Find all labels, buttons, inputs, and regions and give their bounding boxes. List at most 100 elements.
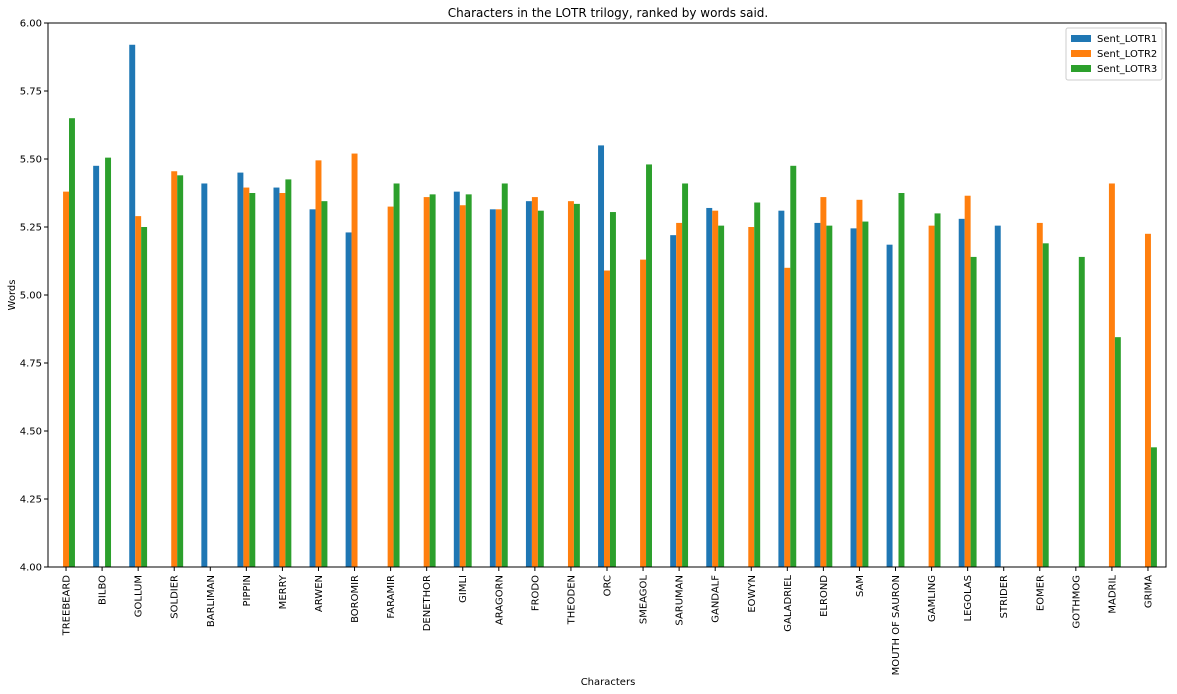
x-tick-label: ORC (603, 575, 614, 596)
bar-sent-lotr3-soldier (177, 175, 184, 567)
bar-sent-lotr3-mouth-of-sauron (898, 193, 905, 567)
bar-sent-lotr1-frodo (525, 201, 532, 567)
bar-sent-lotr1-galadriel (778, 210, 785, 567)
bar-sent-lotr2-eowyn (748, 227, 755, 567)
bar-sent-lotr2-eomer (1036, 222, 1043, 568)
bar-sent-lotr3-aragorn (501, 183, 508, 568)
bar-sent-lotr3-pippin (249, 193, 256, 567)
bar-sent-lotr2-gandalf (712, 210, 719, 567)
bar-sent-lotr3-arwen (321, 201, 328, 567)
bar-sent-lotr2-faramir (387, 206, 394, 567)
bar-sent-lotr2-madril (1108, 183, 1115, 568)
bar-sent-lotr3-gamling (934, 213, 941, 567)
bar-sent-lotr3-orc (609, 212, 616, 568)
legend-label: Sent_LOTR1 (1097, 34, 1157, 45)
bar-sent-lotr3-merry (285, 179, 292, 567)
bar-sent-lotr3-gollum (141, 227, 148, 567)
x-tick-label: GIMLI (458, 575, 469, 603)
bar-sent-lotr2-orc (604, 270, 610, 567)
x-tick-label: SOLDIER (170, 575, 181, 619)
y-tick-label: 4.50 (20, 427, 42, 438)
bars-layer (63, 44, 1157, 568)
bar-sent-lotr2-gamling (928, 225, 935, 567)
x-tick-label: MADRIL (1107, 575, 1118, 614)
y-tick-label: 5.75 (20, 87, 42, 98)
bar-sent-lotr2-treebeard (63, 191, 70, 567)
bar-sent-lotr3-sam (862, 221, 869, 567)
x-tick-label: SMEAGOL (639, 575, 650, 625)
bar-sent-lotr1-aragorn (489, 209, 496, 567)
x-tick-label: THEODEN (566, 575, 577, 625)
bar-sent-lotr3-smeagol (646, 164, 652, 567)
x-tick-label: TREEBEARD (62, 575, 73, 637)
bar-sent-lotr3-gimli (465, 194, 472, 568)
bar-sent-lotr2-frodo (531, 197, 538, 567)
bar-sent-lotr1-barliman (201, 183, 208, 568)
bar-sent-lotr1-saruman (670, 235, 677, 567)
x-tick-label: GOLLUM (134, 575, 145, 617)
x-tick-label: GAMLING (927, 575, 938, 622)
bar-sent-lotr1-arwen (309, 209, 316, 567)
bar-sent-lotr1-gimli (453, 191, 460, 567)
bar-sent-lotr3-galadriel (790, 165, 797, 568)
bar-sent-lotr3-faramir (393, 183, 400, 568)
bar-sent-lotr2-legolas (964, 195, 971, 567)
x-tick-label: EOWYN (747, 575, 758, 613)
bar-sent-lotr3-saruman (682, 183, 689, 568)
axes-layer: 4.00 4.25 4.50 4.75 5.00 5.25 5.50 5.75 6.00 TREE… (20, 19, 1167, 675)
x-tick-label: MERRY (278, 574, 289, 609)
bar-sent-lotr2-smeagol (640, 259, 647, 567)
bar-sent-lotr1-mouth-of-sauron (886, 244, 893, 567)
x-axis-label: Characters (581, 677, 636, 688)
bar-sent-lotr1-gollum (129, 44, 136, 567)
bar-sent-lotr3-frodo (537, 210, 544, 567)
bar-sent-lotr1-pippin (237, 172, 244, 567)
bar-sent-lotr3-treebeard (69, 118, 75, 567)
y-tick-label: 5.00 (20, 291, 42, 302)
bar-sent-lotr1-sam (850, 228, 857, 568)
bar-sent-lotr3-bilbo (105, 157, 112, 567)
x-tick-label: BOROMIR (350, 575, 361, 623)
x-tick-label: ELROND (819, 575, 830, 617)
bar-sent-lotr3-gothmog (1078, 256, 1085, 567)
x-tick-label: ARAGORN (494, 575, 505, 625)
bar-sent-lotr2-gimli (459, 205, 466, 568)
x-tick-label: GANDALF (711, 575, 722, 623)
x-tick-label: GALADRIEL (783, 575, 794, 632)
x-tick-label: MOUTH OF SAURON (891, 575, 902, 675)
y-tick-label: 6.00 (20, 19, 42, 30)
y-axis-label: Words (7, 280, 18, 311)
bar-sent-lotr2-saruman (676, 222, 683, 568)
bar-sent-lotr2-soldier (171, 171, 178, 568)
bar-sent-lotr2-arwen (315, 160, 322, 568)
x-tick-label: GRIMA (1143, 575, 1154, 608)
bar-sent-lotr1-legolas (958, 218, 965, 567)
bar-sent-lotr1-bilbo (93, 165, 100, 568)
bar-sent-lotr2-merry (279, 193, 286, 567)
y-tick-label: 4.75 (20, 359, 42, 370)
bar-sent-lotr3-grima (1150, 447, 1157, 567)
bar-sent-lotr2-denethor (423, 197, 430, 567)
legend: Sent_LOTR1 Sent_LOTR2 Sent_LOTR3 (1065, 27, 1163, 81)
bar-sent-lotr1-gandalf (706, 207, 713, 567)
x-tick-label: FARAMIR (386, 575, 397, 619)
y-tick-label: 4.25 (20, 495, 42, 506)
x-tick-label: SAM (855, 575, 866, 597)
bar-sent-lotr1-strider (994, 225, 1001, 567)
x-tick-label: GOTHMOG (1071, 575, 1082, 629)
bar-sent-lotr3-madril (1114, 337, 1121, 567)
x-tick-label: LEGOLAS (963, 575, 974, 622)
bar-sent-lotr2-gollum (135, 216, 142, 567)
bar-sent-lotr2-aragorn (495, 209, 502, 567)
x-tick-label: SARUMAN (675, 575, 686, 626)
chart-title: Characters in the LOTR trilogy, ranked b… (448, 6, 768, 20)
x-tick-label: ARWEN (314, 575, 325, 612)
legend-swatch (1071, 35, 1091, 42)
bar-sent-lotr2-sam (856, 199, 863, 568)
y-tick-label: 4.00 (20, 563, 42, 574)
bar-sent-lotr3-legolas (970, 256, 977, 567)
y-tick-label: 5.25 (20, 223, 42, 234)
x-tick-label: DENETHOR (422, 575, 433, 631)
